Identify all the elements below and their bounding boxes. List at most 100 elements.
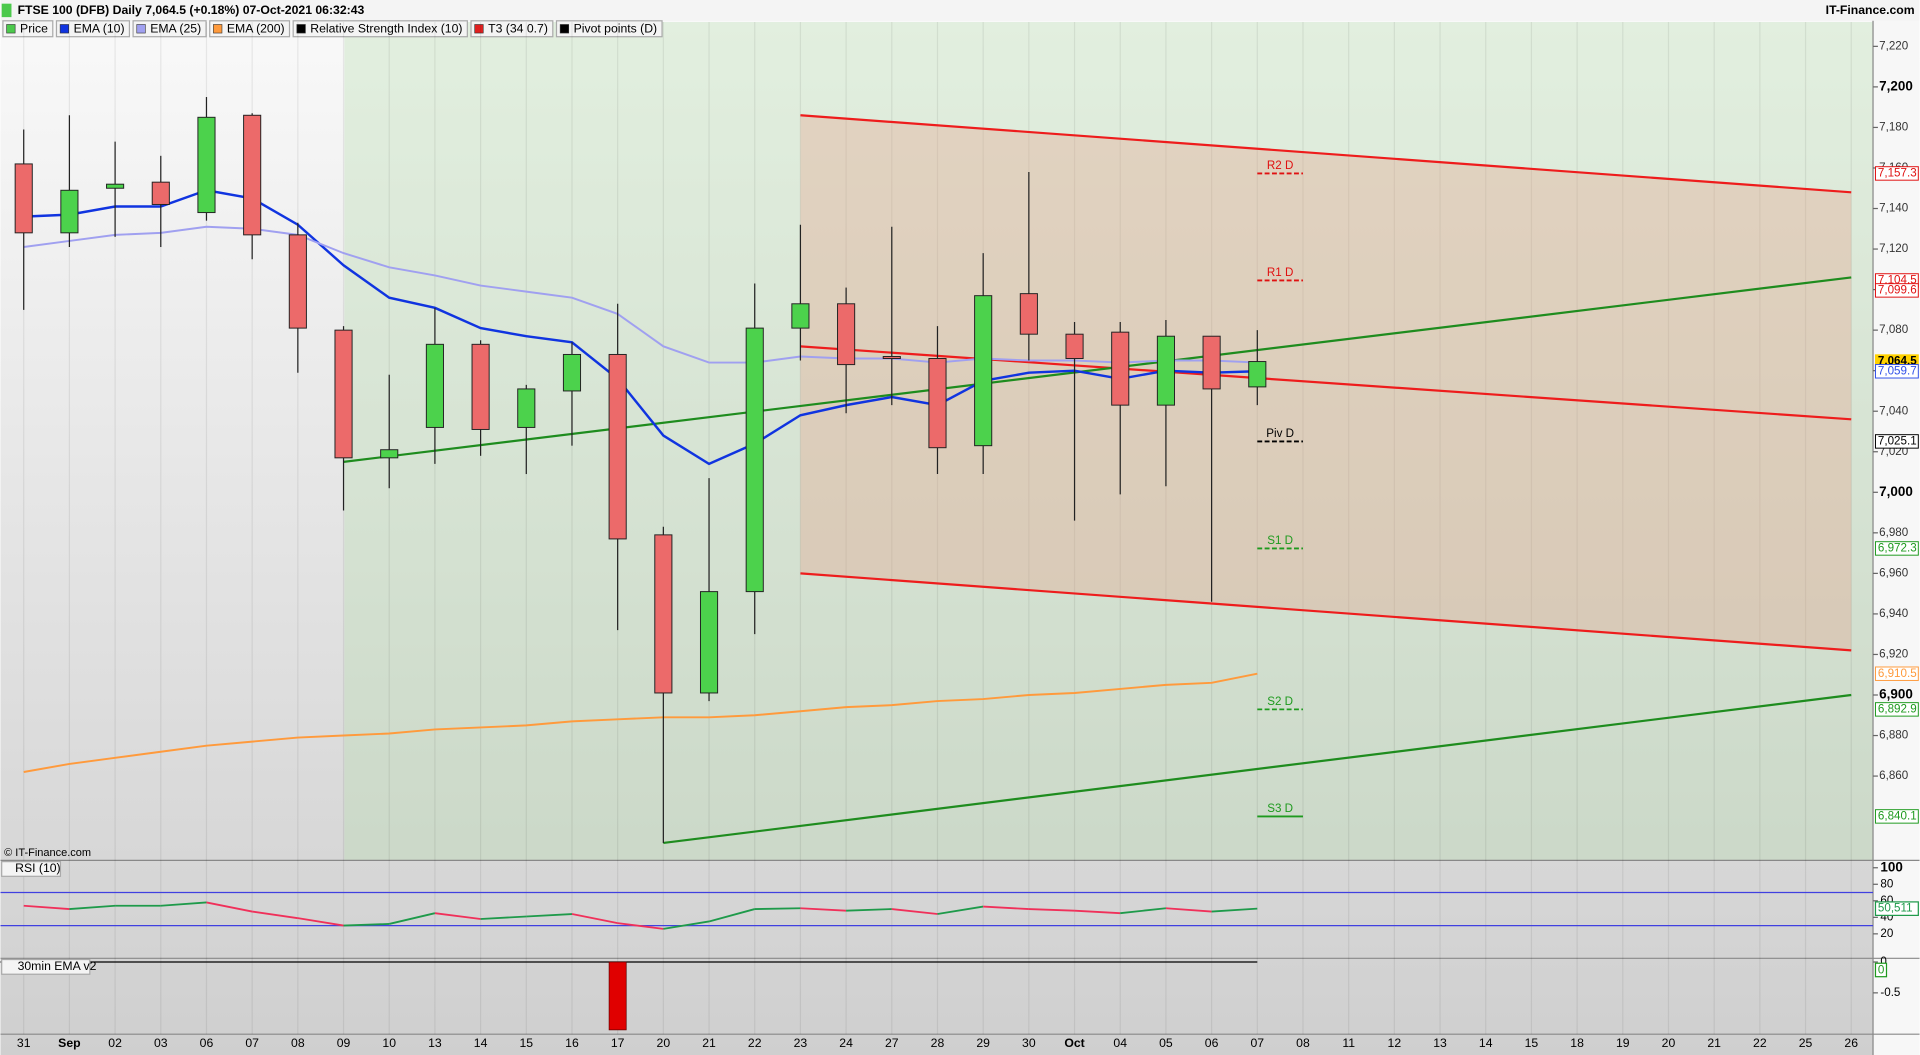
y-tick-label: 6,960 [1879,566,1908,579]
price-box [1874,434,1919,449]
panel-title: RSI (10) [15,861,61,875]
candle-body [608,353,627,540]
price-label: 6,892.9 [1878,702,1917,715]
logo [1,3,12,18]
x-tick-label: 08 [291,1036,305,1050]
rsi-segment [252,910,298,920]
trendline [800,572,1852,652]
candle-body [471,343,490,430]
legend-item: T3 (34 0.7) [470,20,554,38]
panel-tag [1,861,62,877]
x-tick-label: 17 [611,1036,625,1050]
x-tick-label: 15 [1525,1036,1539,1050]
x-tick-label: 21 [702,1036,716,1050]
x-tick-label: 25 [1799,1036,1813,1050]
rsi-segment [754,907,801,910]
legend-box [209,20,291,38]
price-box [1874,541,1919,556]
x-tick-label: 22 [1753,1036,1767,1050]
trendline [343,276,1852,463]
pivot-label: R1 D [1267,266,1293,279]
legend-swatch [136,24,146,34]
y-tick-label: 7,220 [1879,39,1908,52]
y-tick-label: 6,860 [1879,769,1908,782]
candle-body [837,303,856,366]
price-label: 6,840.1 [1878,809,1917,822]
rsi-segment [800,907,847,912]
x-tick-label: 08 [1296,1036,1310,1050]
ema-line [23,672,1258,773]
rsi-segment [1120,907,1167,915]
rsi-segment [1211,907,1258,913]
y-tick-label: 6,900 [1879,687,1913,702]
x-tick-label: 07 [245,1036,259,1050]
y-tick-label: -0.5 [1880,986,1900,999]
copyright: © IT-Finance.com [4,847,91,859]
x-tick-label: 06 [200,1036,214,1050]
x-tick-label: 27 [885,1036,899,1050]
candle-body [425,343,444,428]
y-tick-label: 7,120 [1879,242,1908,255]
candle-body [791,303,810,329]
rsi-segment [297,917,344,927]
rsi-segment [937,905,984,915]
price-label: 0 [1878,964,1884,977]
candle-body [334,329,353,459]
legend-label: EMA (200) [227,22,285,36]
rsi-segment [69,904,116,910]
x-tick-label: 18 [1570,1036,1584,1050]
legend-swatch [559,24,570,34]
candle-body [1065,333,1084,360]
price-box [1874,702,1919,717]
x-tick-label: 15 [519,1036,533,1050]
x-tick-label: 30 [1022,1036,1036,1050]
rsi-segment [1165,907,1212,913]
rsi-segment [480,915,527,920]
price-box [1874,666,1919,681]
rsi-segment [891,908,938,915]
candle-body [380,449,399,459]
legend-label: Pivot points (D) [574,22,658,36]
header-bar [0,0,1920,21]
ema-line [23,225,1258,364]
y-tick-label: 7,200 [1879,78,1913,93]
price-label: 6,910.5 [1878,667,1917,680]
legend-swatch [474,24,484,34]
y-tick-label: 100 [1880,859,1902,874]
x-tick-label: 03 [154,1036,168,1050]
rsi-segment [206,901,253,913]
legend-swatch [213,24,223,34]
price-label: 6,972.3 [1878,542,1917,555]
x-tick-label: 12 [1388,1036,1402,1050]
price-label: 7,157.3 [1878,167,1917,180]
candle-body [974,295,993,447]
y-tick-label: 20 [1880,927,1893,940]
candle-body [517,388,536,428]
y-tick-label: 6,940 [1879,607,1908,620]
y-tick-label: 7,000 [1879,484,1913,499]
x-tick-label: 13 [1433,1036,1447,1050]
x-tick-label: 31 [17,1036,31,1050]
rsi-segment [23,904,70,910]
price-box [1874,283,1919,298]
legend-label: Relative Strength Index (10) [310,22,462,36]
x-tick-label: Sep [58,1036,80,1050]
pivot-label: R2 D [1267,159,1293,172]
y-tick-label: 80 [1880,877,1893,890]
x-tick-label: 09 [337,1036,351,1050]
candle-body [882,355,901,360]
legend-label: EMA (10) [74,22,125,36]
x-tick-label: 19 [1616,1036,1630,1050]
trendline [663,693,1852,845]
legend-item: Pivot points (D) [555,20,663,38]
x-tick-label: 06 [1205,1036,1219,1050]
candle-body [60,189,79,234]
ema-line [23,189,1258,466]
price-box [1874,166,1919,181]
y-tick-label: 0 [1880,955,1886,968]
rsi-segment [1074,909,1121,915]
legend-item: EMA (10) [55,20,131,38]
